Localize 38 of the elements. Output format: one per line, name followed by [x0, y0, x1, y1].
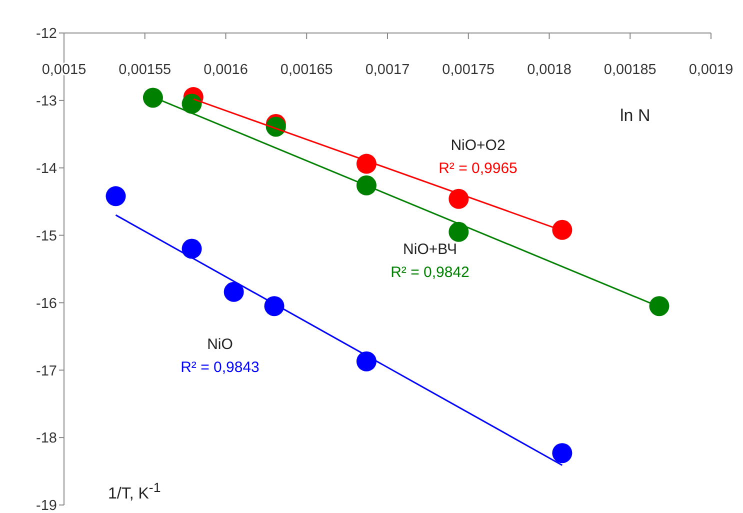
point	[356, 154, 376, 174]
x-tick-label: 0,0018	[527, 62, 572, 78]
text: NiO	[207, 336, 233, 353]
point	[552, 220, 572, 240]
y-tick-label: -13	[36, 94, 57, 110]
text: NiO+O2	[450, 137, 506, 154]
point	[356, 175, 376, 196]
point	[264, 296, 284, 316]
point	[182, 94, 202, 114]
x-tick-label: 0,00185	[604, 62, 656, 78]
y-tick-label: -19	[36, 498, 57, 513]
point	[224, 282, 244, 302]
y-tick-label: -15	[36, 228, 57, 244]
point	[448, 222, 469, 242]
x-tick-label: 0,00175	[442, 62, 495, 78]
point	[182, 238, 202, 259]
point	[356, 351, 376, 372]
x-axis-title: 1/T, K$^{-1}$	[108, 480, 161, 504]
y-tick-label: -16	[36, 296, 57, 312]
point	[448, 188, 469, 209]
point	[649, 296, 670, 316]
point	[552, 443, 572, 464]
y-tick-label: -14	[36, 161, 57, 178]
y-axis-title: ln N	[620, 106, 650, 126]
x-tick-label: 0,00165	[280, 62, 333, 78]
y-tick-label: -18	[36, 430, 57, 447]
point	[142, 88, 163, 108]
annotation: R² = 0,9843	[180, 359, 260, 376]
annotation: R² = 0,9842	[390, 264, 470, 281]
x-tick-label: 0,00155	[118, 62, 172, 78]
x-tick-label: 0,0016	[204, 62, 248, 78]
annotation: R² = 0,9965	[438, 160, 518, 177]
y-tick-label: -12	[36, 26, 57, 42]
x-tick-label: 0,0019	[688, 62, 734, 78]
series-label: NiO+ВЧ	[403, 241, 457, 258]
point	[106, 186, 126, 206]
y-tick-label: -17	[36, 363, 57, 380]
x-tick-label: 0,0017	[365, 62, 410, 78]
